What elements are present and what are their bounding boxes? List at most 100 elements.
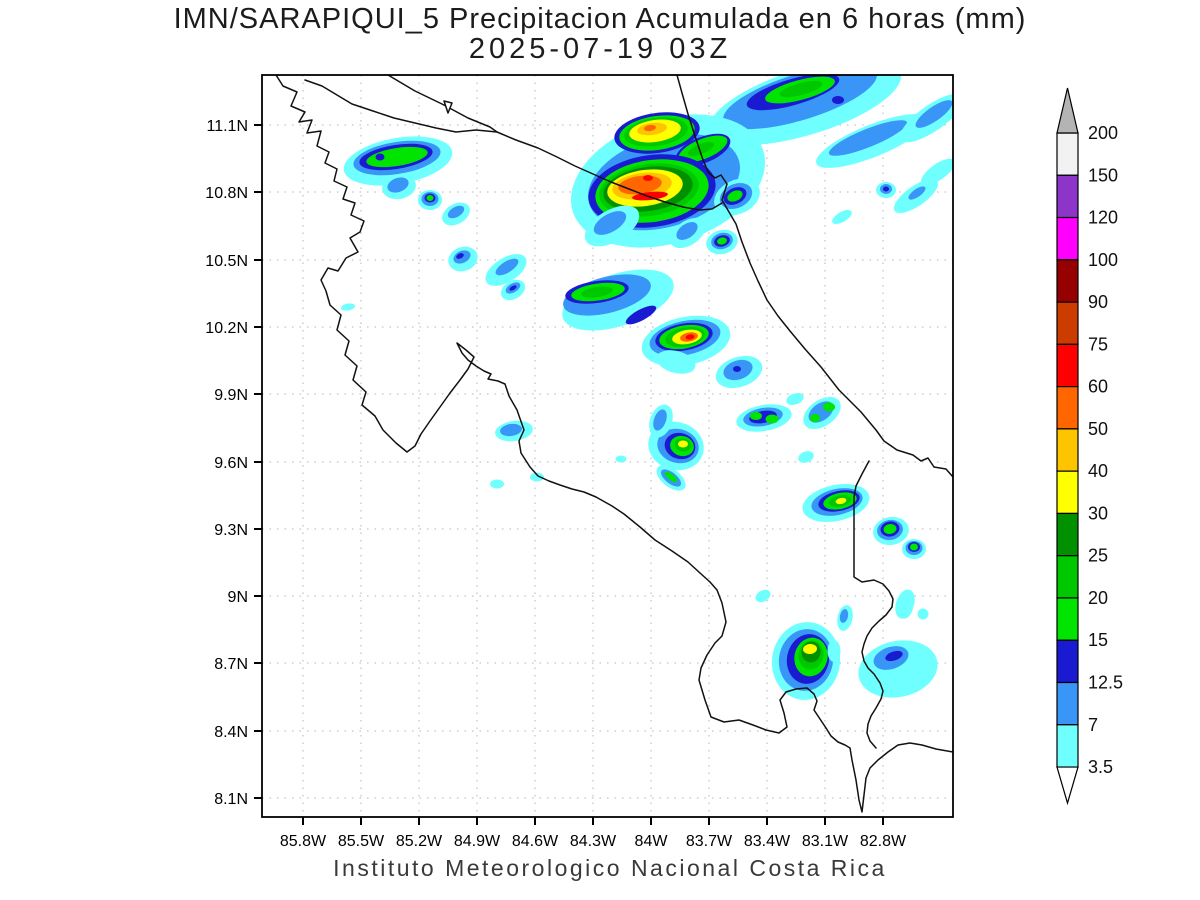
- x-tick-label: 83.4W: [744, 833, 791, 850]
- precip-contour-gu-tail-1: [387, 177, 409, 193]
- colorbar-swatch: [1056, 259, 1079, 303]
- colorbar-swatch: [1056, 386, 1079, 430]
- lake-island: [443, 100, 453, 114]
- precipitation-contours-layer: [341, 75, 953, 700]
- precip-contour-midlower-streak: [664, 471, 678, 483]
- precip-contour-midlower-east: [810, 414, 820, 422]
- precip-contour-bottom-cyan-left: [827, 640, 841, 662]
- x-tick-label: 85.5W: [338, 833, 385, 850]
- colorbar-tick-label: 50: [1088, 419, 1108, 439]
- precip-contour-midlower-yellow-cell: [678, 440, 688, 448]
- y-tick-label: 9N: [228, 589, 248, 606]
- precip-contour-storm-upper-cell: [644, 124, 656, 132]
- precip-contour-gu-tail-4: [495, 258, 519, 276]
- precip-contour-ne-streak: [920, 158, 953, 186]
- colorbar-tick-label: 40: [1088, 461, 1108, 481]
- precip-contour-bottom-right-patch: [885, 650, 903, 662]
- precip-contour-ridge-green-2: [883, 523, 897, 535]
- y-tick-label: 11.1N: [206, 118, 248, 135]
- colorbar-swatch: [1056, 512, 1079, 557]
- precip-contour-cyan-dot-a: [786, 392, 804, 406]
- precip-contour-gu-tail-3: [456, 253, 464, 259]
- precip-contour-ridge-yellow-cell: [835, 497, 847, 505]
- precip-contour-cyan-dot-d: [615, 455, 627, 463]
- precip-contour-cyan-dot-c: [530, 472, 544, 482]
- colorbar-swatch: [1056, 132, 1079, 176]
- precip-contour-guanacaste-main: [375, 153, 385, 161]
- precip-contour-bottom-main-cell: [803, 643, 817, 655]
- precip-contour-center-green: [581, 286, 613, 298]
- colorbar-swatch: [1056, 724, 1079, 768]
- colorbar-over-arrow: [1056, 87, 1079, 134]
- colorbar-tick-label: 3.5: [1088, 757, 1113, 777]
- y-tick-label: 9.6N: [214, 455, 248, 472]
- colorbar-tick-label: 200: [1088, 123, 1118, 143]
- colorbar-swatch: [1056, 639, 1079, 684]
- precip-contour-ne-corner: [915, 100, 953, 128]
- colorbar-tick-label: 120: [1088, 208, 1118, 228]
- coastline-caribbean: [676, 75, 953, 478]
- precip-contour-ne-cyan-1: [832, 209, 852, 224]
- colorbar-swatch: [1056, 428, 1079, 472]
- x-tick-label: 84W: [635, 833, 669, 850]
- colorbar-tick-label: 75: [1088, 334, 1108, 354]
- colorbar-swatch: [1056, 470, 1079, 515]
- precip-contour-cyan-dot-e: [798, 451, 814, 463]
- colorbar-tick-label: 12.5: [1088, 673, 1123, 693]
- colorbar-tick-label: 15: [1088, 630, 1108, 650]
- colorbar-tick-label: 100: [1088, 250, 1118, 270]
- precip-contour-storm-arm-s: [676, 222, 698, 240]
- precip-contour-storm-main-cell: [643, 175, 653, 181]
- valid-time-subtitle: 2025-07-19 03Z: [468, 33, 732, 65]
- attribution-footer: Instituto Meteorologico Nacional Costa R…: [333, 855, 887, 881]
- colorbar-tick-label: 90: [1088, 292, 1108, 312]
- coastline-layer: [275, 75, 953, 813]
- x-tick-label: 82.8W: [860, 833, 907, 850]
- precip-contour-gu-dot: [426, 195, 434, 201]
- y-tick-label: 10.5N: [205, 253, 248, 270]
- colorbar-swatch: [1056, 343, 1079, 388]
- precip-contour-center-blue-se: [733, 366, 741, 372]
- colorbar-tick-label: 30: [1088, 503, 1108, 523]
- precip-contour-ne-band-1: [779, 80, 823, 98]
- colorbar-tick-label: 20: [1088, 588, 1108, 608]
- colorbar-tick-label: 7: [1088, 715, 1098, 735]
- colorbar-swatch: [1056, 681, 1079, 726]
- y-tick-label: 8.7N: [214, 656, 248, 673]
- precip-contour-midlower-pair: [765, 414, 779, 424]
- colorbar-tick-label: 25: [1088, 546, 1108, 566]
- colorbar-swatch: [1056, 216, 1079, 261]
- y-tick-label: 9.9N: [214, 387, 248, 404]
- precip-contour-midlower-pair: [750, 412, 762, 420]
- colorbar-under-arrow: [1056, 766, 1079, 806]
- precip-contour-gu-tail-5: [509, 285, 517, 291]
- page-title: IMN/SARAPIQUI_5 Precipitacion Acumulada …: [173, 3, 1027, 35]
- precip-contour-storm-right-green: [727, 190, 743, 202]
- precip-contour-ne-band-1: [832, 96, 844, 104]
- y-tick-label: 9.3N: [214, 522, 248, 539]
- y-tick-label: 8.1N: [214, 791, 248, 808]
- precip-contour-bottom-dot-1: [755, 589, 771, 603]
- axis-ticks-layer: 85.8W 85.5W 85.2W 84.9W 84.6W 84.3W 84W 83.7W 83…: [205, 118, 907, 850]
- x-tick-label: 83.7W: [686, 833, 733, 850]
- colorbar-swatch: [1056, 301, 1079, 345]
- y-tick-label: 8.4N: [214, 724, 248, 741]
- precip-contour-gu-tail-2: [447, 205, 465, 219]
- precip-contour-coast-blue-blob: [500, 423, 522, 437]
- x-tick-label: 84.6W: [512, 833, 559, 850]
- y-tick-label: 10.8N: [205, 185, 248, 202]
- x-tick-label: 84.3W: [570, 833, 617, 850]
- precip-contour-ne-blue-dot: [883, 186, 889, 192]
- precip-contour-guanacaste-main: [366, 146, 428, 168]
- border-panama: [853, 460, 894, 749]
- colorbar-swatch: [1056, 555, 1079, 599]
- coastline-pacific: [275, 75, 953, 813]
- precip-contour-center-blue-streak: [625, 305, 657, 325]
- precip-contour-center-red-cell: [685, 334, 695, 340]
- precip-contour-bottom-right-patch: [858, 640, 938, 698]
- x-tick-label: 85.2W: [396, 833, 443, 850]
- precip-contour-storm-south-dot: [717, 237, 727, 245]
- colorbar-swatch: [1056, 597, 1079, 641]
- precip-contour-ridge-green-3: [910, 543, 918, 551]
